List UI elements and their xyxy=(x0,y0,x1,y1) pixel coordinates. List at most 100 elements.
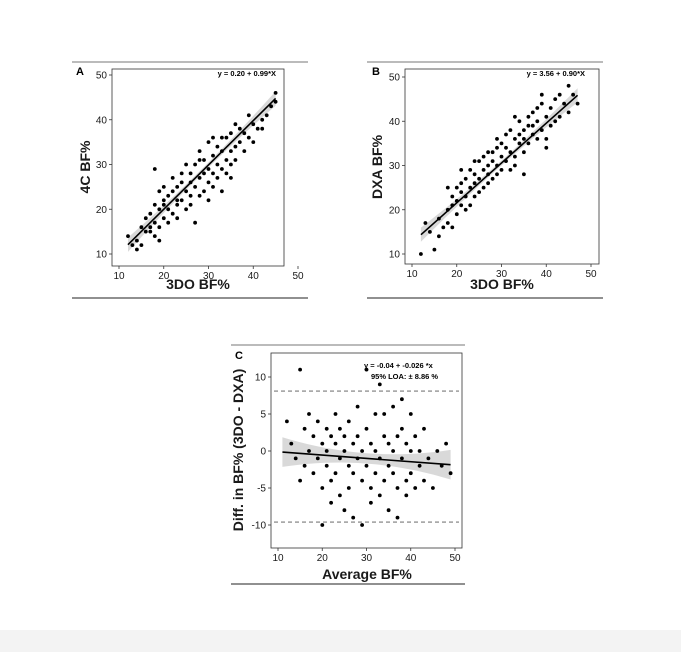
data-point xyxy=(459,203,464,208)
data-point xyxy=(553,97,558,101)
data-point xyxy=(459,181,464,186)
data-point xyxy=(445,221,450,225)
data-point xyxy=(320,523,325,527)
data-point xyxy=(211,185,215,189)
panel-b-x-ticks: 10 20 30 40 50 xyxy=(406,264,597,280)
data-point xyxy=(472,159,477,164)
data-point xyxy=(369,486,373,490)
data-point xyxy=(526,141,531,146)
y-tick-label: 10 xyxy=(255,373,267,384)
data-point xyxy=(229,131,233,136)
data-point xyxy=(486,181,490,186)
data-point xyxy=(170,189,175,194)
data-point xyxy=(338,493,342,498)
data-point xyxy=(472,181,477,186)
data-point xyxy=(468,168,473,172)
data-point xyxy=(355,434,360,439)
data-point xyxy=(293,456,298,461)
data-point xyxy=(206,140,211,145)
data-point xyxy=(211,171,215,176)
data-point xyxy=(175,216,180,221)
data-point xyxy=(544,137,549,141)
data-point xyxy=(215,162,220,167)
panel-a-plot-frame xyxy=(111,68,285,267)
data-point xyxy=(450,225,455,230)
data-point xyxy=(269,104,273,109)
panel-c-points xyxy=(285,367,453,527)
data-point xyxy=(504,132,508,137)
data-point xyxy=(346,463,351,468)
data-point xyxy=(450,194,455,199)
data-point xyxy=(360,478,364,483)
data-point xyxy=(400,426,404,431)
data-point xyxy=(161,185,166,189)
data-point xyxy=(315,456,320,461)
data-point xyxy=(342,508,347,513)
data-point xyxy=(184,189,189,194)
data-point xyxy=(539,101,544,106)
data-point xyxy=(302,463,307,468)
data-point xyxy=(251,140,256,145)
data-point xyxy=(351,515,356,520)
data-point xyxy=(135,247,139,252)
data-point xyxy=(459,190,464,195)
data-point xyxy=(184,207,189,212)
data-point xyxy=(557,92,562,97)
data-point xyxy=(499,168,504,172)
data-point xyxy=(179,198,184,203)
data-point xyxy=(179,171,184,176)
data-point xyxy=(188,193,193,198)
panel-a-y-ticks: 10 20 30 40 50 xyxy=(96,71,112,261)
panel-b-fit-line xyxy=(420,94,579,236)
data-point xyxy=(197,176,202,180)
panel-a-points xyxy=(126,91,278,252)
data-point xyxy=(404,493,409,498)
data-point xyxy=(517,132,522,137)
data-point xyxy=(522,128,526,133)
data-point xyxy=(324,463,329,468)
y-tick-label: 10 xyxy=(96,250,108,261)
panel-c-limits-of-agreement xyxy=(274,390,459,523)
data-point xyxy=(400,456,404,461)
data-point xyxy=(229,176,233,180)
data-point xyxy=(404,441,409,446)
data-point xyxy=(130,243,135,248)
data-point xyxy=(395,434,400,439)
data-point xyxy=(220,189,224,194)
y-tick-label: 10 xyxy=(389,250,401,261)
data-point xyxy=(422,426,426,431)
data-point xyxy=(143,229,148,234)
data-point xyxy=(161,202,166,207)
data-point xyxy=(504,145,508,150)
data-point xyxy=(423,221,428,225)
data-point xyxy=(495,137,499,141)
data-point xyxy=(255,126,260,131)
panel-b-x-axis-label: 3DO BF% xyxy=(470,276,534,292)
data-point xyxy=(229,162,233,167)
data-point xyxy=(184,162,189,167)
data-point xyxy=(575,101,580,106)
data-point xyxy=(486,163,490,168)
data-point xyxy=(202,189,206,194)
data-point xyxy=(224,171,229,176)
data-point xyxy=(206,198,211,203)
data-point xyxy=(333,412,338,416)
data-point xyxy=(166,193,171,198)
panel-b-equation: y = 3.56 + 0.90*X xyxy=(527,69,585,78)
data-point xyxy=(175,198,180,203)
data-point xyxy=(233,158,238,162)
x-tick-label: 40 xyxy=(405,553,417,564)
data-point xyxy=(413,434,418,439)
data-point xyxy=(428,230,432,234)
data-point xyxy=(481,185,486,190)
data-point xyxy=(535,137,540,141)
panel-b-y-axis-label: DXA BF% xyxy=(369,134,385,199)
data-point xyxy=(220,167,224,171)
data-point xyxy=(391,404,395,409)
panel-c: C 10 20 30 40 50 -10 -5 0 5 10 y = -0.04 + -0.02… xyxy=(230,344,465,585)
data-point xyxy=(386,508,391,513)
panel-a-equation: y = 0.20 + 0.99*X xyxy=(218,69,276,78)
data-point xyxy=(522,172,526,177)
data-point xyxy=(298,478,302,483)
